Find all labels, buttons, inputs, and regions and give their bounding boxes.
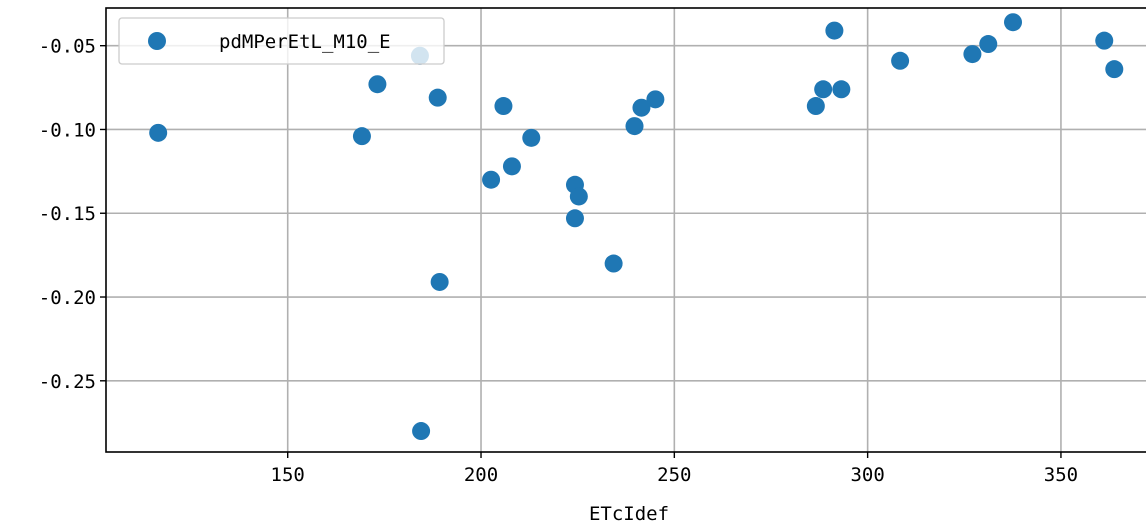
- x-tick-label: 300: [850, 464, 884, 486]
- data-point: [891, 51, 910, 70]
- data-point: [632, 98, 651, 117]
- data-point: [494, 97, 513, 116]
- x-axis-label: ETcIdef: [589, 503, 669, 525]
- data-point: [482, 170, 501, 189]
- data-point: [1095, 31, 1114, 50]
- y-tick-label: -0.05: [39, 36, 96, 58]
- data-point: [368, 75, 387, 94]
- data-point: [352, 127, 371, 146]
- data-point: [412, 422, 431, 441]
- y-tick-label: -0.10: [39, 119, 96, 141]
- data-point: [428, 88, 447, 107]
- data-point: [625, 117, 644, 136]
- data-point: [149, 123, 168, 142]
- y-tick-label: -0.15: [39, 203, 96, 225]
- legend-box: [118, 17, 445, 65]
- data-point: [569, 187, 588, 206]
- data-point: [502, 157, 521, 176]
- data-point: [646, 90, 665, 109]
- data-point: [604, 254, 623, 273]
- x-tick-label: 250: [657, 464, 691, 486]
- data-point: [963, 45, 982, 64]
- x-tick-label: 150: [271, 464, 305, 486]
- y-tick-label: -0.25: [39, 371, 96, 393]
- data-point: [430, 272, 449, 291]
- grid: [106, 8, 1146, 452]
- y-tick-label: -0.20: [39, 287, 96, 309]
- data-points: [149, 13, 1124, 441]
- tick-labels: 150 200 250 300 350 -0.05 -0.10 -0.15 -0.20 -0.25: [39, 36, 1078, 486]
- legend-label: pdMPerEtL_M10_E: [219, 31, 391, 53]
- legend-marker: [148, 32, 166, 50]
- data-point: [979, 35, 998, 54]
- data-point: [832, 80, 851, 99]
- data-point: [814, 80, 833, 99]
- legend: pdMPerEtL_M10_E: [118, 17, 445, 65]
- data-point: [806, 97, 825, 116]
- x-tick-label: 200: [464, 464, 498, 486]
- plot-frame: [105, 7, 1146, 453]
- x-tick-label: 350: [1044, 464, 1078, 486]
- data-point: [522, 128, 541, 147]
- data-point: [825, 21, 844, 40]
- data-point: [1004, 13, 1023, 32]
- data-point: [1105, 60, 1124, 79]
- data-point: [565, 209, 584, 228]
